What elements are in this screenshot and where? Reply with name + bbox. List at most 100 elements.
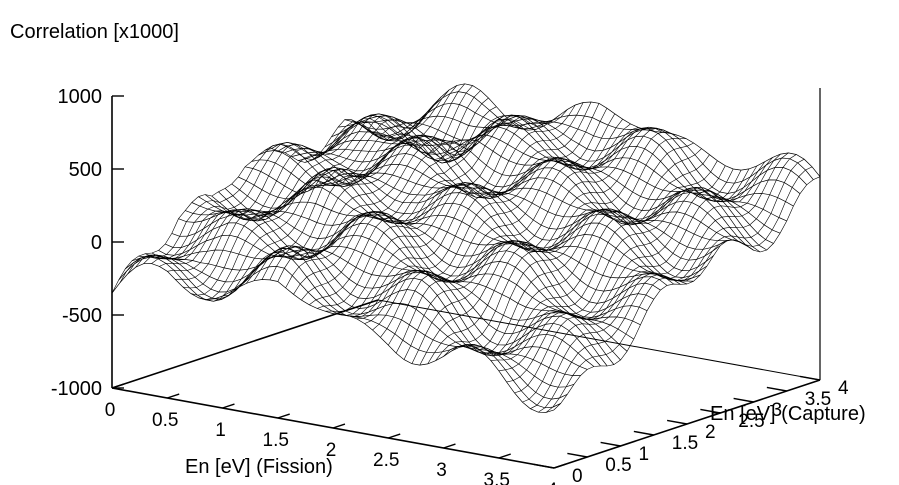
surface-row-line	[271, 141, 714, 271]
back-base-line	[377, 299, 821, 381]
surface-column-line	[467, 168, 734, 356]
surface-column-line	[277, 115, 544, 282]
y-tick-label: 3	[772, 400, 783, 421]
x-tick-mark	[332, 423, 346, 429]
surface-row-line	[151, 249, 595, 367]
surface-column-line	[411, 131, 678, 364]
x-tick-label: 1	[215, 420, 226, 441]
surface-column-line	[332, 103, 600, 316]
z-tick-label: 1000	[58, 86, 103, 108]
surface-column-line	[498, 161, 766, 372]
y-tick-mark	[533, 463, 555, 469]
x-tick-label: 0.5	[152, 410, 178, 431]
surface-column-line	[317, 102, 584, 309]
surface-row-line	[111, 263, 555, 413]
surface-column-line	[159, 113, 426, 267]
surface-column-line	[427, 142, 694, 365]
x-tick-label: 1.5	[263, 430, 289, 451]
surface-column-line	[111, 119, 379, 294]
surface-column-line	[198, 83, 466, 301]
surface-column-line	[340, 108, 608, 317]
surface-column-line	[545, 166, 813, 413]
x-axis-label: En [eV] (Fission)	[185, 456, 333, 478]
surface-column-line	[419, 138, 686, 366]
surface-column-line	[301, 109, 568, 301]
z-tick-label: -500	[62, 305, 102, 327]
surface-column-line	[356, 119, 623, 320]
surface-column-line	[182, 89, 450, 289]
y-tick-label: 1	[639, 444, 650, 465]
surface-column-line	[435, 148, 702, 361]
surface-column-line	[348, 113, 616, 318]
surface-column-line	[459, 165, 726, 357]
surface-row-line	[138, 245, 581, 376]
y-tick-label: 2	[705, 422, 716, 443]
surface-column-line	[475, 169, 742, 355]
surface-column-line	[403, 127, 671, 360]
surface-column-line	[143, 118, 410, 264]
surface-column-line	[151, 114, 418, 264]
y-tick-mark	[733, 397, 754, 403]
surface-mesh	[111, 83, 821, 413]
surface-column-line	[253, 125, 521, 281]
x-tick-mark	[498, 453, 511, 459]
surface-column-line	[309, 104, 576, 306]
surface-column-line	[553, 176, 821, 411]
surface-column-line	[293, 114, 560, 295]
surface-column-line	[395, 126, 663, 354]
surface-column-line	[127, 122, 394, 274]
x-tick-label: 2.5	[373, 450, 399, 471]
x-tick-label: 2	[326, 440, 337, 461]
surface-column-line	[522, 152, 789, 403]
x-tick-label: 4	[547, 480, 558, 485]
x-tick-mark	[388, 433, 401, 439]
y-tick-mark	[666, 419, 688, 425]
surface-column-line	[514, 153, 781, 394]
surface-column-line	[222, 97, 489, 297]
y-axis-label: En [eV] (Capture)	[710, 403, 866, 425]
y-tick-label: 0.5	[605, 455, 631, 476]
y-tick-mark	[799, 375, 821, 381]
y-tick-label: 1.5	[672, 433, 698, 454]
surface-column-line	[261, 123, 529, 280]
back-left-base-line	[111, 299, 379, 389]
x-tick-mark	[167, 393, 180, 399]
surface-column-line	[119, 121, 386, 283]
surface-column-line	[482, 168, 750, 356]
surface-row-line	[298, 135, 741, 243]
surface-row-line	[131, 248, 575, 388]
x-tick-mark	[553, 463, 567, 469]
y-tick-mark	[600, 441, 621, 447]
surface-column-line	[490, 165, 758, 361]
y-tick-label: 3.5	[805, 389, 831, 410]
z-tick-label: 0	[91, 232, 102, 254]
surface-row-line	[118, 256, 561, 409]
x-tick-mark	[443, 443, 456, 449]
surface-column-line	[175, 96, 442, 280]
surface-column-line	[443, 154, 710, 357]
surface-column-line	[135, 121, 402, 268]
axes	[111, 88, 821, 469]
surface-column-line	[364, 123, 631, 324]
x-tick-mark	[111, 383, 125, 389]
surface-column-line	[388, 128, 655, 346]
y-tick-label: 4	[838, 378, 849, 399]
surface-column-line	[245, 122, 513, 284]
y-tick-mark	[700, 408, 721, 414]
x-tick-label: 3.5	[484, 470, 510, 485]
z-axis-label: Correlation [x1000]	[10, 21, 179, 43]
y-tick-mark	[633, 430, 654, 436]
surface-column-line	[506, 157, 773, 383]
y-tick-mark	[766, 386, 787, 392]
surface-column-line	[538, 158, 805, 413]
tick-labels: 10005000-500-100000.511.522.533.5400.511…	[51, 86, 849, 485]
surface-column-line	[325, 101, 592, 312]
x-tick-label: 0	[105, 400, 116, 421]
surface-column-line	[372, 127, 639, 331]
x-tick-label: 3	[436, 460, 447, 481]
surface-column-line	[238, 115, 505, 288]
surface-column-line	[380, 128, 647, 338]
z-tick-label: 500	[69, 159, 102, 181]
z-tick-label: -1000	[51, 378, 102, 400]
